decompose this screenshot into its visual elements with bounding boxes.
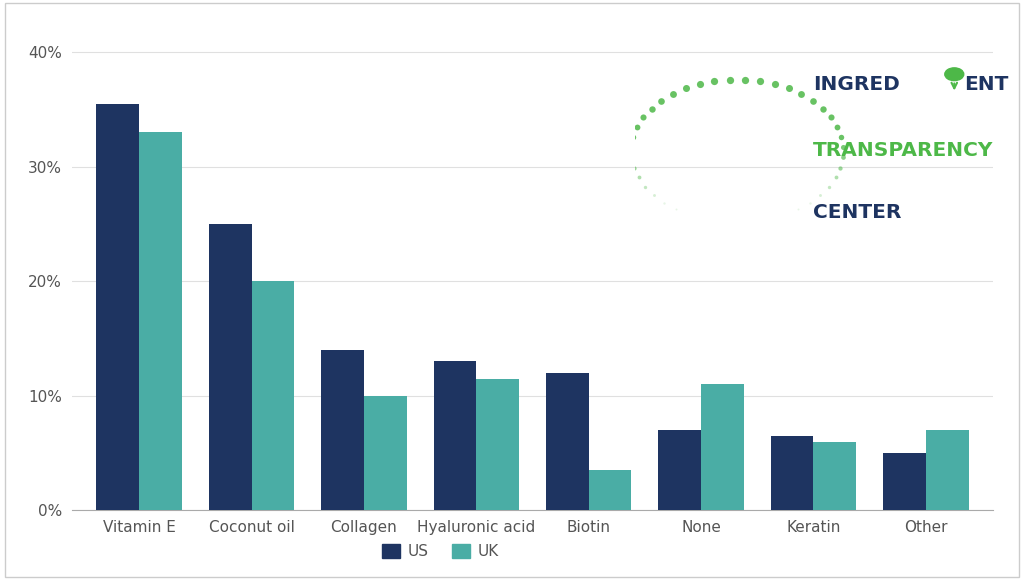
Bar: [771, 436, 813, 510]
Bar: [476, 379, 519, 510]
Bar: [883, 453, 926, 510]
Bar: [96, 103, 139, 510]
Bar: [658, 430, 701, 510]
Text: ENT: ENT: [965, 75, 1009, 94]
Bar: [701, 385, 743, 510]
Bar: [813, 441, 856, 510]
Circle shape: [945, 68, 964, 81]
Bar: [546, 373, 589, 510]
Bar: [209, 224, 252, 510]
Bar: [589, 470, 632, 510]
Bar: [433, 361, 476, 510]
Text: INGRED: INGRED: [813, 75, 900, 94]
Text: CENTER: CENTER: [813, 202, 901, 222]
Bar: [139, 132, 182, 510]
Bar: [364, 396, 407, 510]
Text: TRANSPARENCY: TRANSPARENCY: [813, 142, 993, 160]
Legend: US, UK: US, UK: [376, 538, 505, 566]
Bar: [322, 350, 364, 510]
Bar: [252, 281, 294, 510]
Bar: [926, 430, 969, 510]
